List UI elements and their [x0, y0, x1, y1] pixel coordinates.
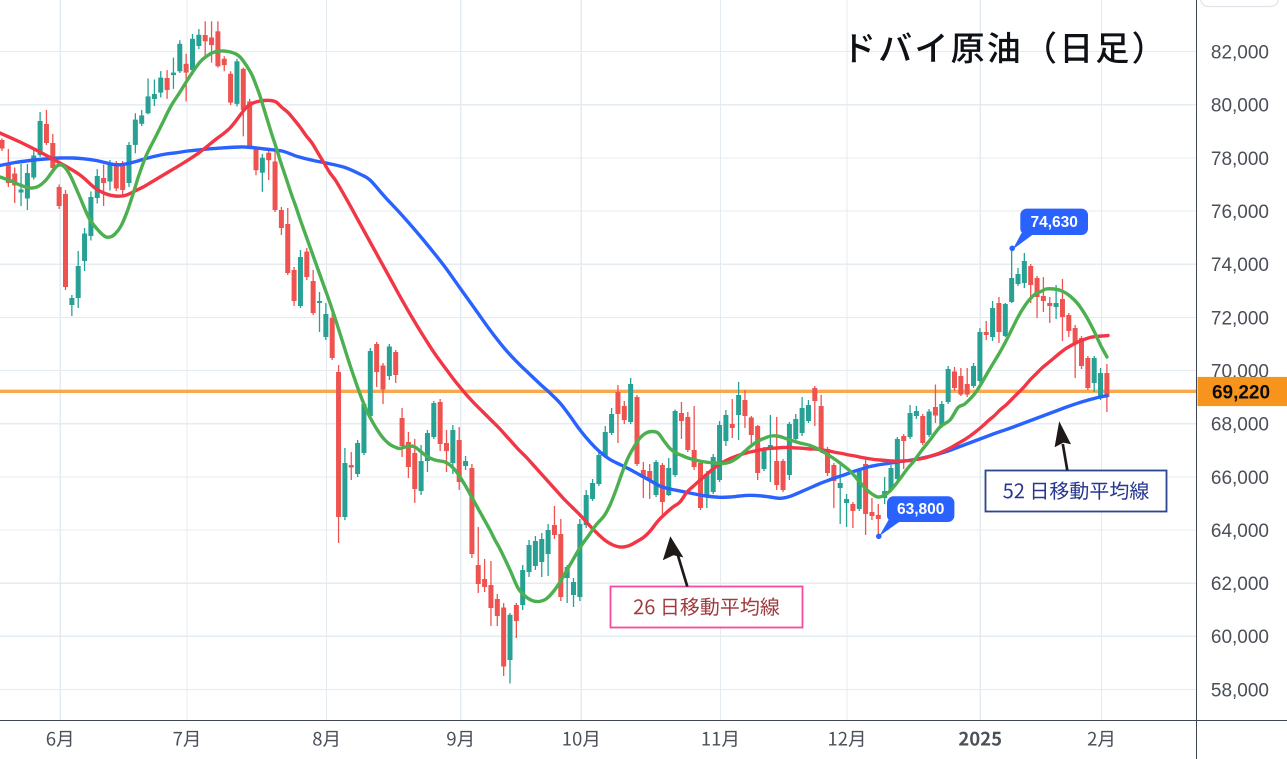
svg-text:72,000: 72,000 [1211, 308, 1269, 329]
svg-text:68,000: 68,000 [1211, 415, 1269, 436]
svg-text:80,000: 80,000 [1211, 96, 1269, 117]
svg-text:63,800: 63,800 [897, 501, 944, 518]
svg-text:74,630: 74,630 [1030, 214, 1077, 231]
svg-text:58,000: 58,000 [1211, 680, 1269, 701]
svg-text:62,000: 62,000 [1211, 574, 1269, 595]
svg-text:74,000: 74,000 [1211, 255, 1269, 276]
svg-text:66,000: 66,000 [1211, 468, 1269, 489]
svg-text:60,000: 60,000 [1211, 627, 1269, 648]
svg-text:82,000: 82,000 [1211, 43, 1269, 64]
svg-text:78,000: 78,000 [1211, 149, 1269, 170]
svg-text:64,000: 64,000 [1211, 521, 1269, 542]
svg-text:69,220: 69,220 [1212, 382, 1270, 403]
svg-text:76,000: 76,000 [1211, 202, 1269, 223]
